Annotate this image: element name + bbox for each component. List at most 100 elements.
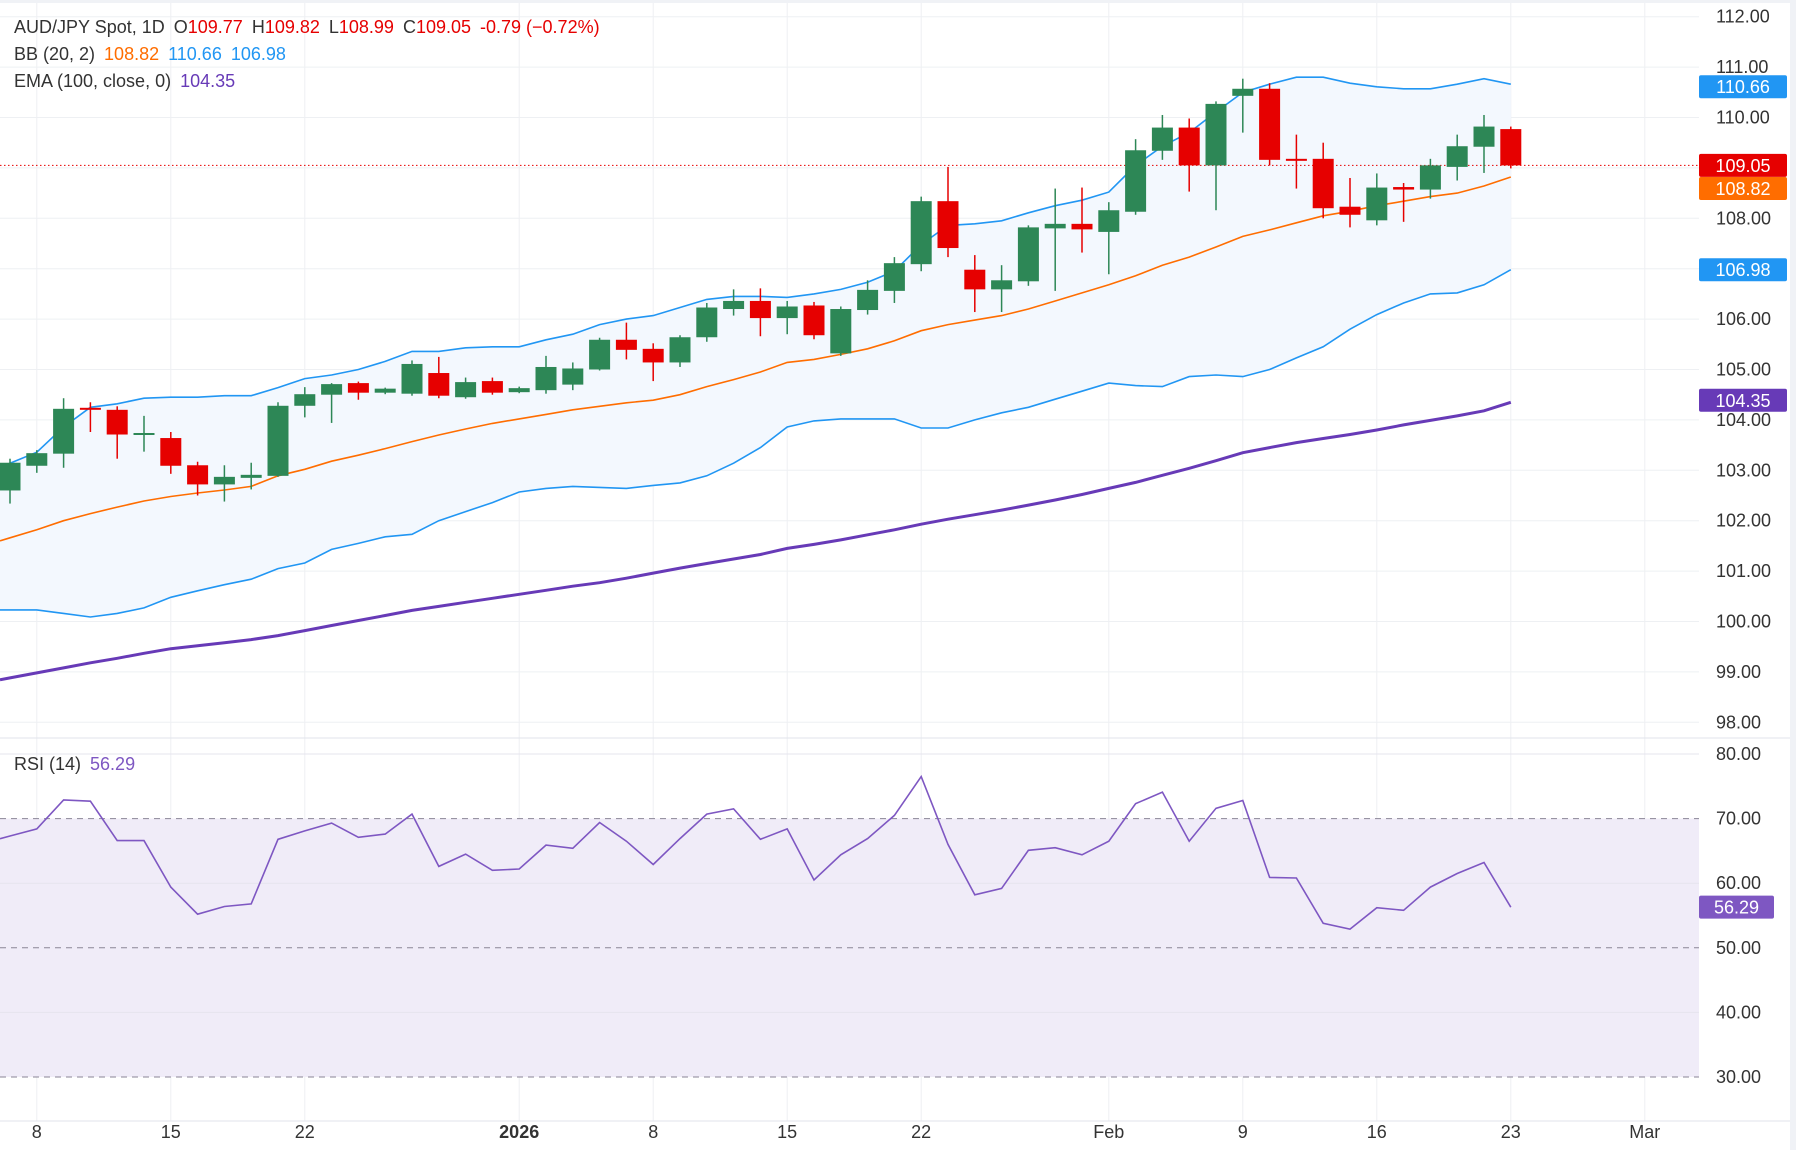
candle-body[interactable] <box>615 339 637 350</box>
candle-body[interactable] <box>401 363 423 394</box>
price-badge-value: 109.05 <box>1715 156 1770 176</box>
candle-body[interactable] <box>723 300 745 310</box>
time-axis-label: Mar <box>1629 1122 1660 1142</box>
bb-lower-line[interactable] <box>0 269 1512 618</box>
candle-body[interactable] <box>455 382 477 398</box>
price-badge <box>1699 75 1787 99</box>
price-axis-label: 112.00 <box>1716 7 1770 27</box>
close-label: C <box>402 17 416 37</box>
legend-ema: EMA (100, close, 0) 104.35 <box>14 71 244 92</box>
candle-body[interactable] <box>1419 165 1441 190</box>
candle-body[interactable] <box>910 201 932 265</box>
time-axis-label: 8 <box>648 1122 658 1142</box>
time-axis-label: 22 <box>911 1122 931 1142</box>
candle-body[interactable] <box>857 289 879 311</box>
candle-body[interactable] <box>1446 146 1468 167</box>
price-axis-label: 98.00 <box>1716 712 1761 732</box>
open-label: O <box>173 17 188 37</box>
candle-body[interactable] <box>1339 206 1361 215</box>
price-badge-value: 110.66 <box>1716 77 1770 97</box>
bb-upper-line[interactable] <box>0 76 1511 469</box>
candle-body[interactable] <box>294 394 316 406</box>
candle-body[interactable] <box>267 405 289 476</box>
close-value: 109.05 <box>415 17 472 37</box>
rsi-axis-label: 60.00 <box>1716 873 1761 893</box>
candle-body[interactable] <box>1259 88 1281 160</box>
candle-body[interactable] <box>160 438 182 466</box>
bb-label[interactable]: BB (20, 2) <box>14 44 96 64</box>
candle-body[interactable] <box>776 306 798 319</box>
candle-body[interactable] <box>53 408 75 454</box>
rsi-badge-value: 56.29 <box>1714 898 1759 918</box>
candle-body[interactable] <box>1151 127 1173 151</box>
candle-body[interactable] <box>830 309 852 354</box>
change-value: -0.79 (−0.72%) <box>480 17 600 37</box>
candle-body[interactable] <box>1071 223 1093 230</box>
bb-lower-value: 106.98 <box>230 44 286 64</box>
candle-body[interactable] <box>213 476 235 485</box>
candle-body[interactable] <box>1232 88 1254 96</box>
price-axis-label: 104.00 <box>1716 410 1771 430</box>
ema-label[interactable]: EMA (100, close, 0) <box>14 71 172 91</box>
candle-body[interactable] <box>1366 187 1388 221</box>
candle-body[interactable] <box>803 305 825 336</box>
high-label: H <box>251 17 265 37</box>
price-axis-label: 99.00 <box>1716 662 1761 682</box>
bb-upper-value: 110.66 <box>168 44 222 64</box>
candle-body[interactable] <box>508 388 530 393</box>
rsi-badge <box>1699 895 1774 919</box>
candle-body[interactable] <box>79 407 101 410</box>
candle-body[interactable] <box>1017 227 1039 282</box>
candle-body[interactable] <box>428 373 450 396</box>
price-badge-value: 108.82 <box>1715 179 1770 199</box>
candle-body[interactable] <box>642 348 664 363</box>
rsi-axis-label: 70.00 <box>1716 809 1761 829</box>
candle-body[interactable] <box>964 269 986 290</box>
candle-body[interactable] <box>347 383 369 393</box>
bb-fill <box>0 77 1511 617</box>
chart-canvas[interactable]: 112.00 111.00 110.00 108.00 106.00 105.00 104.… <box>0 3 1796 1150</box>
candle-body[interactable] <box>883 263 905 291</box>
candle-body[interactable] <box>106 409 128 435</box>
candle-body[interactable] <box>669 337 691 363</box>
rsi-value: 56.29 <box>90 754 136 774</box>
candle-body[interactable] <box>26 453 48 466</box>
candle-body[interactable] <box>562 368 584 385</box>
bb-basis-line[interactable] <box>0 176 1512 542</box>
candle-body[interactable] <box>1178 127 1200 166</box>
candle-body[interactable] <box>0 462 21 491</box>
candle-body[interactable] <box>535 366 557 391</box>
candle-body[interactable] <box>937 201 959 249</box>
candle-body[interactable] <box>991 280 1013 290</box>
price-badge <box>1699 176 1787 200</box>
candle-body[interactable] <box>1473 126 1495 147</box>
candle-body[interactable] <box>1205 103 1227 166</box>
candle-body[interactable] <box>321 384 343 395</box>
rsi-axis-label: 80.00 <box>1716 744 1761 764</box>
candle-body[interactable] <box>481 381 503 393</box>
bb-basis-value: 108.82 <box>104 44 160 64</box>
candle-body[interactable] <box>1393 187 1415 190</box>
candle-body[interactable] <box>374 388 396 393</box>
candle-body[interactable] <box>1500 129 1522 166</box>
rsi-label[interactable]: RSI (14) <box>14 754 82 774</box>
candle-body[interactable] <box>1098 210 1120 232</box>
candle-body[interactable] <box>187 465 209 485</box>
candle-body[interactable] <box>1312 158 1334 209</box>
symbol-title[interactable]: AUD/JPY Spot, 1D <box>14 17 165 37</box>
candle-body[interactable] <box>133 433 155 436</box>
candle-body[interactable] <box>589 339 611 370</box>
ema-line[interactable] <box>0 400 1512 682</box>
candle-body[interactable] <box>240 474 262 478</box>
candle-body[interactable] <box>1125 150 1147 212</box>
candle-body[interactable] <box>749 300 771 319</box>
rsi-line[interactable] <box>0 774 1512 930</box>
candle-body[interactable] <box>696 307 718 338</box>
low-label: L <box>328 17 339 37</box>
price-badge <box>1699 388 1787 412</box>
candle-body[interactable] <box>1044 223 1066 229</box>
candle-body[interactable] <box>1285 158 1307 161</box>
time-axis-label: 23 <box>1501 1122 1521 1142</box>
price-axis-label: 106.00 <box>1716 309 1771 329</box>
